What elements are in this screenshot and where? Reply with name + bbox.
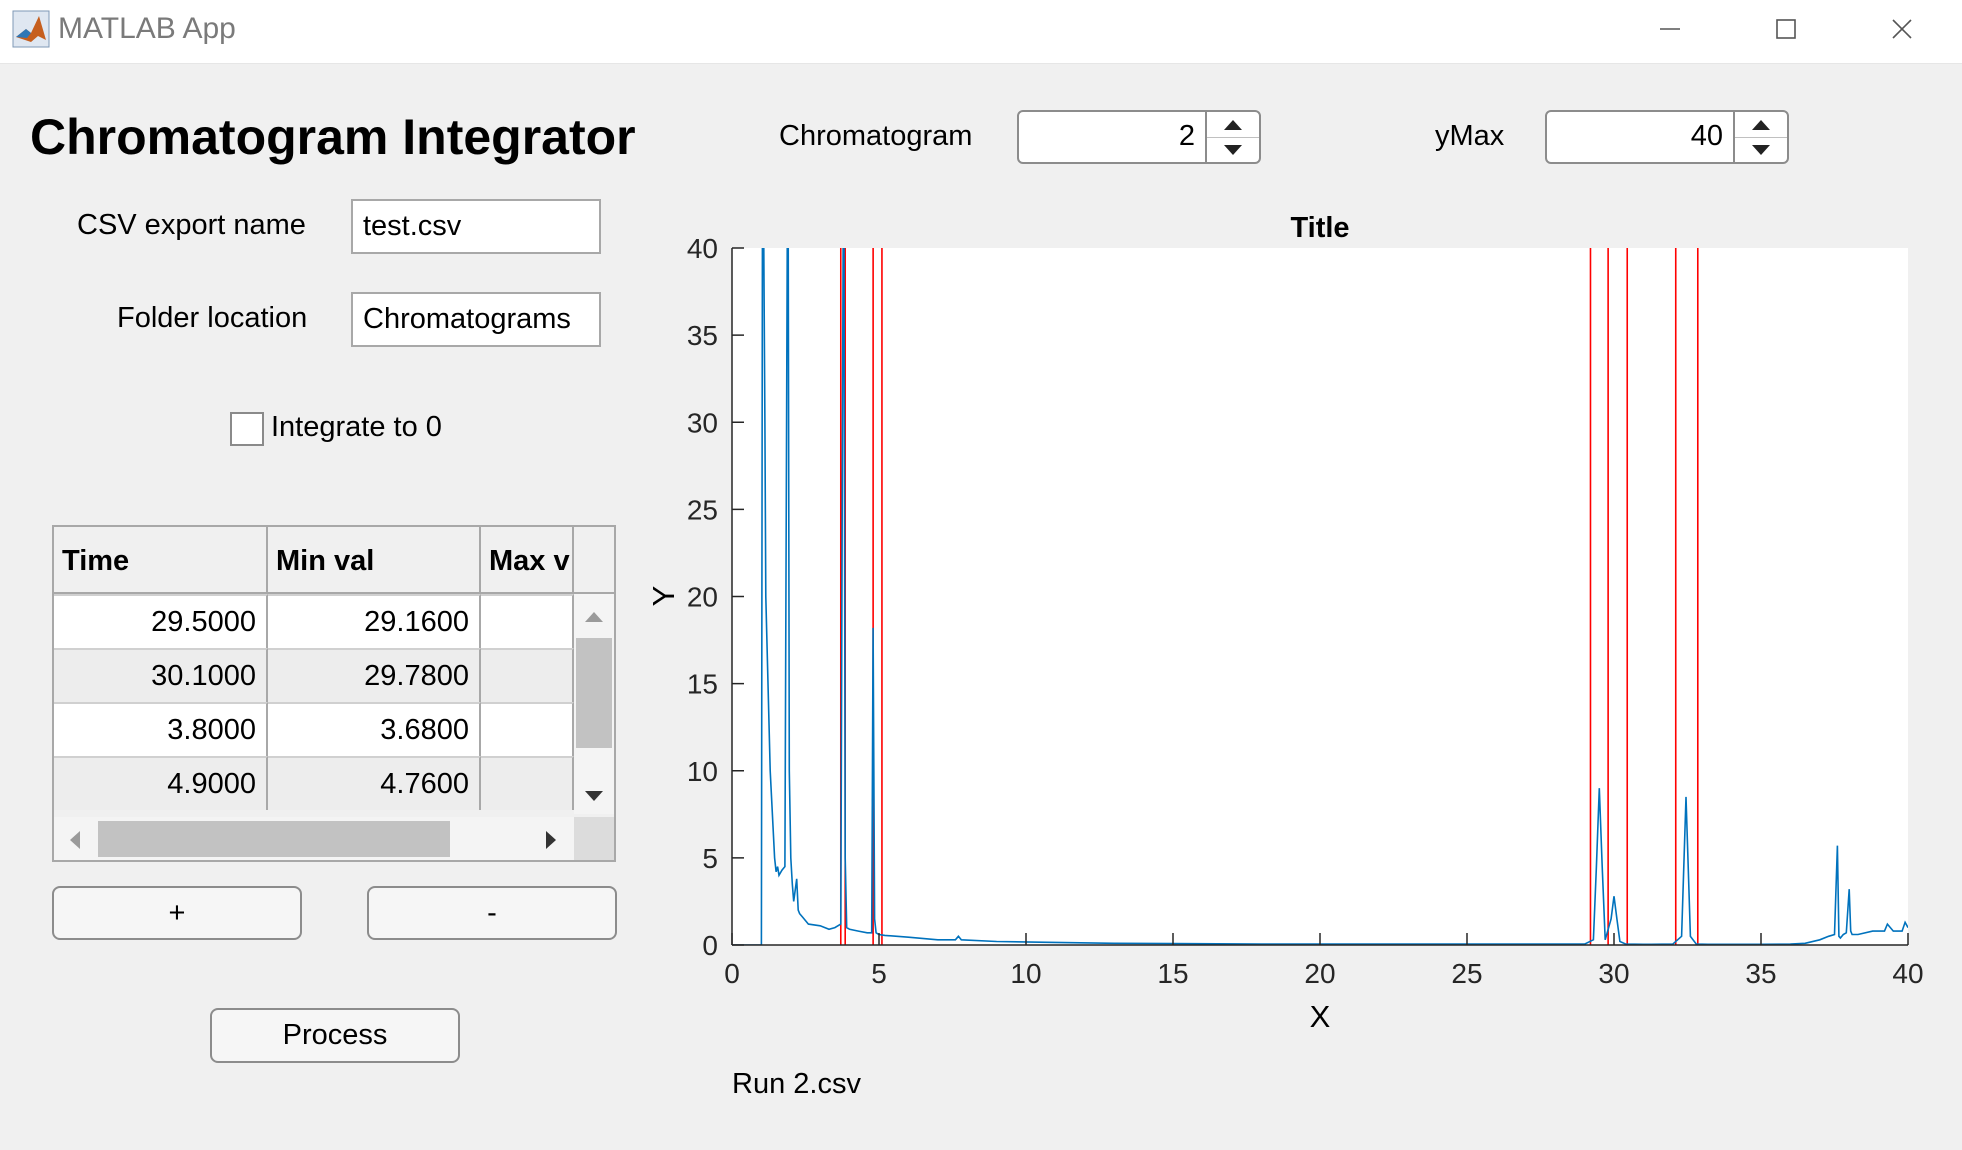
y-axis-label: Y [646, 586, 681, 607]
x-tick-label: 0 [724, 958, 740, 989]
table-cell-max-val[interactable] [481, 756, 574, 810]
folder-location-input[interactable] [351, 292, 601, 347]
table-cell-min-val[interactable]: 29.1600 [268, 594, 481, 648]
minimize-button[interactable] [1612, 0, 1728, 58]
horizontal-scrollbar[interactable] [54, 817, 574, 860]
vertical-scrollbar-thumb[interactable] [576, 638, 612, 748]
minimize-icon [1660, 28, 1680, 30]
peaks-table: Time Min val Max v 29.5000 29.1600 30.10… [52, 525, 616, 862]
chromatogram-spinner-buttons [1205, 112, 1259, 162]
header-divider [54, 592, 574, 594]
add-row-button[interactable]: + [52, 886, 302, 940]
table-cell-time[interactable]: 4.9000 [54, 756, 268, 810]
window-titlebar: MATLAB App [0, 0, 1962, 64]
table-cell-min-val[interactable]: 29.7800 [268, 648, 481, 702]
y-tick-label: 0 [702, 930, 718, 961]
chromatogram-chart[interactable]: 0 5 10 15 20 25 30 35 40 0 5 10 15 20 25 30 35 40 Title X… [630, 195, 1930, 1045]
x-tick-label: 10 [1010, 958, 1041, 989]
scroll-left-arrow-icon[interactable] [68, 830, 82, 850]
maximize-icon [1776, 19, 1796, 39]
scroll-up-arrow-icon[interactable] [584, 610, 604, 624]
chart-title: Title [1290, 212, 1349, 244]
y-tick-label: 40 [687, 233, 718, 264]
ymax-value[interactable]: 40 [1690, 120, 1723, 152]
chromatogram-value[interactable]: 2 [1178, 120, 1195, 152]
chromatogram-decrement-button[interactable] [1207, 137, 1259, 162]
plot-area[interactable] [732, 248, 1908, 945]
maximize-button[interactable] [1728, 0, 1844, 58]
chromatogram-spinner[interactable]: 2 [1017, 110, 1261, 164]
x-tick-label: 5 [871, 958, 887, 989]
chromatogram-series-line [732, 248, 1908, 945]
caret-down-icon [1224, 144, 1242, 155]
table-cell-time[interactable]: 3.8000 [54, 702, 268, 756]
table-cell-min-val[interactable]: 4.7600 [268, 756, 481, 810]
y-tick-label: 30 [687, 407, 718, 438]
y-tick-label: 25 [687, 494, 718, 525]
y-tick-label: 5 [702, 843, 718, 874]
integrate-to-zero-checkbox[interactable] [230, 412, 264, 446]
table-cell-max-val[interactable] [481, 648, 574, 702]
caret-up-icon [1752, 119, 1770, 130]
ymax-spinner[interactable]: 40 [1545, 110, 1789, 164]
csv-export-label: CSV export name [77, 209, 306, 241]
scroll-down-arrow-icon[interactable] [584, 789, 604, 803]
caret-down-icon [1752, 144, 1770, 155]
y-tick-label: 20 [687, 582, 718, 613]
ymax-decrement-button[interactable] [1735, 137, 1787, 162]
close-icon [1892, 19, 1912, 39]
x-tick-label: 20 [1304, 958, 1335, 989]
table-cell-time[interactable]: 30.1000 [54, 648, 268, 702]
table-header-filler [574, 527, 614, 594]
current-file-label: Run 2.csv [732, 1068, 861, 1100]
caret-up-icon [1224, 119, 1242, 130]
table-header-time[interactable]: Time [54, 527, 268, 594]
matlab-logo-icon [12, 10, 50, 48]
app-heading: Chromatogram Integrator [30, 109, 636, 165]
scrollbar-corner [574, 817, 614, 860]
y-tick-label: 10 [687, 756, 718, 787]
ymax-increment-button[interactable] [1735, 112, 1787, 138]
remove-row-button[interactable]: - [367, 886, 617, 940]
table-cell-time[interactable]: 29.5000 [54, 594, 268, 648]
ymax-spinner-buttons [1733, 112, 1787, 162]
y-tick-label: 35 [687, 320, 718, 351]
scroll-right-arrow-icon[interactable] [544, 830, 558, 850]
table-cell-max-val[interactable] [481, 702, 574, 756]
window-title: MATLAB App [58, 12, 236, 45]
x-tick-label: 25 [1451, 958, 1482, 989]
integrate-to-zero-label: Integrate to 0 [271, 411, 442, 443]
table-cell-min-val[interactable]: 3.6800 [268, 702, 481, 756]
ymax-label: yMax [1435, 120, 1505, 152]
x-tick-label: 40 [1892, 958, 1923, 989]
table-cell-max-val[interactable] [481, 594, 574, 648]
x-tick-label: 35 [1745, 958, 1776, 989]
csv-export-input[interactable] [351, 199, 601, 254]
table-header-min-val[interactable]: Min val [268, 527, 481, 594]
vertical-scrollbar[interactable] [574, 594, 614, 814]
x-tick-label: 15 [1157, 958, 1188, 989]
process-button[interactable]: Process [210, 1008, 460, 1063]
table-header-max-val[interactable]: Max v [481, 527, 574, 594]
chromatogram-increment-button[interactable] [1207, 112, 1259, 138]
folder-location-label: Folder location [117, 302, 308, 334]
y-tick-label: 15 [687, 669, 718, 700]
chromatogram-label: Chromatogram [779, 120, 973, 152]
horizontal-scrollbar-thumb[interactable] [98, 821, 450, 857]
close-button[interactable] [1844, 0, 1960, 58]
x-axis-label: X [1310, 999, 1331, 1034]
x-tick-label: 30 [1598, 958, 1629, 989]
